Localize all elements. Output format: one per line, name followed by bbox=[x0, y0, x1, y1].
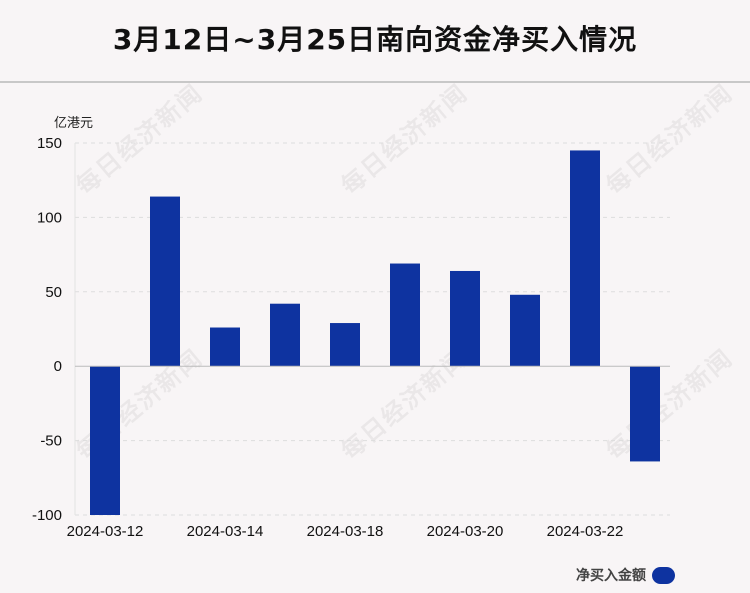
bar bbox=[570, 150, 600, 367]
x-tick-label: 2024-03-20 bbox=[427, 523, 504, 540]
bar bbox=[630, 366, 660, 462]
x-tick-label: 2024-03-12 bbox=[67, 523, 144, 540]
legend: 净买入金额 bbox=[576, 564, 675, 586]
chart-title: 3月12日~3月25日南向资金净买入情况 bbox=[112, 23, 638, 56]
bar bbox=[330, 323, 360, 367]
title-divider bbox=[0, 81, 750, 83]
y-tick-label: 0 bbox=[54, 358, 62, 375]
y-tick-label: 50 bbox=[45, 284, 62, 301]
y-axis-unit: 亿港元 bbox=[54, 116, 94, 131]
y-tick-label: 100 bbox=[37, 209, 62, 226]
bar bbox=[150, 196, 180, 367]
legend-label: 净买入金额 bbox=[576, 568, 646, 584]
y-tick-label: -50 bbox=[40, 433, 62, 450]
bar bbox=[450, 270, 480, 367]
y-tick-label: 150 bbox=[37, 135, 62, 152]
bar bbox=[270, 303, 300, 367]
bar bbox=[510, 294, 540, 367]
legend-swatch bbox=[652, 566, 675, 584]
bar bbox=[210, 327, 240, 367]
x-tick-label: 2024-03-22 bbox=[547, 523, 624, 540]
bar bbox=[390, 263, 420, 367]
x-tick-label: 2024-03-14 bbox=[187, 523, 264, 540]
bar bbox=[90, 366, 120, 515]
y-tick-label: -100 bbox=[32, 507, 62, 524]
x-tick-label: 2024-03-18 bbox=[307, 523, 384, 540]
